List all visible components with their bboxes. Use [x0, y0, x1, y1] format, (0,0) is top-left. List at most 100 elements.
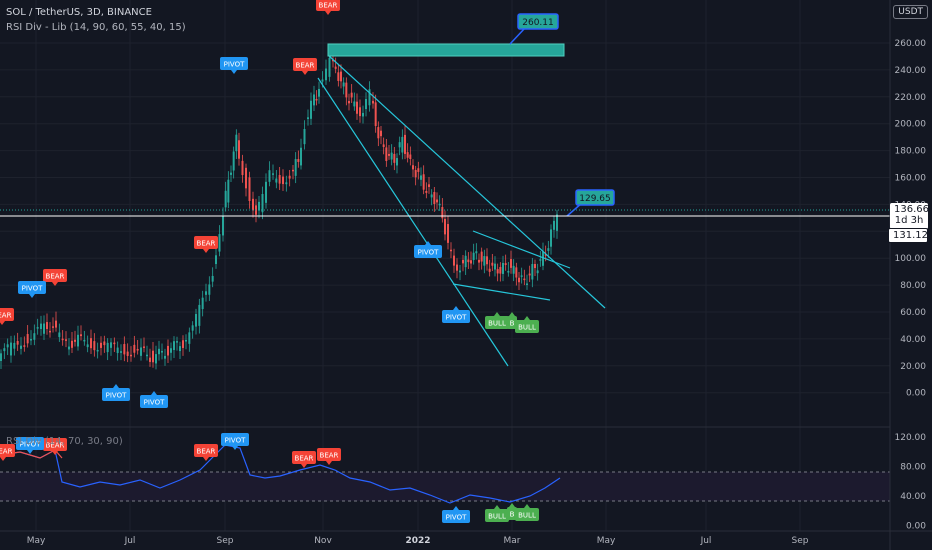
callout-current[interactable] [575, 189, 615, 206]
candle [307, 117, 309, 120]
price-tick: 80.00 [900, 281, 926, 291]
price-tick: 240.00 [895, 66, 927, 76]
candle [49, 330, 51, 333]
label-text: PIVOT [106, 392, 127, 400]
label-text: BEAR [296, 62, 315, 70]
candle [161, 350, 163, 353]
bull-label[interactable]: BULL [515, 504, 539, 521]
callout-high[interactable] [517, 13, 559, 30]
pivot-label[interactable]: PIVOT [18, 281, 46, 298]
bear-label[interactable]: BEAR [194, 236, 218, 253]
label-text: BULL [488, 513, 506, 521]
rsi-axis[interactable]: 120.00 80.00 40.00 0.00 [895, 433, 927, 532]
pivot-label[interactable]: PIVOT [442, 506, 470, 523]
candle [83, 339, 86, 342]
bull-short-label[interactable]: B [507, 503, 517, 520]
bear-label[interactable]: BEAR [0, 308, 14, 325]
candle [414, 170, 417, 178]
pivot-label[interactable]: PIVOT [220, 57, 248, 74]
price-tick: 20.00 [900, 362, 926, 372]
label-text: BEAR [46, 442, 65, 450]
signal-labels: BEARBEARBEARBEARBEARPIVOTPIVOTPIVOTPIVOT… [0, 0, 539, 523]
candle [388, 153, 390, 156]
candle [294, 159, 297, 176]
bear-label[interactable]: BEAR [43, 438, 67, 455]
candle [275, 178, 278, 183]
candle [58, 332, 61, 338]
candle [149, 357, 151, 362]
chart-title[interactable]: SOL / TetherUS, 3D, BINANCE [6, 7, 152, 18]
pivot-label[interactable]: PIVOT [102, 384, 130, 401]
pivot-label[interactable]: PIVOT [414, 241, 442, 258]
candle [303, 128, 306, 145]
currency-button[interactable]: USDT [893, 5, 928, 19]
bear-label[interactable]: BEAR [316, 0, 340, 15]
candle [350, 92, 353, 98]
bull-short-label[interactable]: B [507, 312, 517, 329]
candle [116, 347, 119, 354]
bear-label[interactable]: BEAR [194, 444, 218, 461]
label-text: BULL [518, 512, 536, 520]
pivot-label[interactable]: PIVOT [221, 433, 249, 450]
time-label: Jul [700, 536, 712, 546]
bear-label[interactable]: BEAR [0, 444, 15, 461]
bear-label[interactable]: BEAR [43, 269, 67, 286]
candle [16, 340, 19, 345]
candle [227, 179, 230, 203]
candle [248, 177, 251, 201]
candle [510, 259, 512, 268]
candle [30, 339, 32, 341]
candle [300, 147, 302, 166]
candle [245, 167, 247, 189]
bull-label[interactable]: BULL [485, 312, 509, 329]
candle [475, 251, 478, 254]
label-text: BEAR [319, 2, 338, 10]
pivot-label[interactable]: PIVOT [140, 391, 168, 408]
time-label: May [27, 536, 46, 546]
candle [380, 130, 382, 137]
candle [436, 199, 438, 203]
label-text: PIVOT [20, 441, 41, 449]
candle [483, 256, 486, 266]
candle [6, 344, 9, 348]
pivot-label[interactable]: PIVOT [442, 306, 470, 323]
rsi-tick: 120.00 [895, 433, 927, 443]
candle [396, 158, 398, 166]
time-axis[interactable]: May Jul Sep Nov 2022 Mar May Jul Sep [27, 536, 809, 546]
wedge-lower [452, 283, 551, 301]
candle [553, 220, 555, 230]
candle [222, 215, 224, 236]
pivot-label[interactable]: PIVOT [16, 437, 44, 454]
candle [36, 327, 39, 329]
label-text: BULL [488, 320, 506, 328]
bull-label[interactable]: BULL [485, 505, 509, 522]
candle [232, 151, 235, 171]
candle [252, 198, 254, 211]
candle [313, 94, 315, 106]
candle [444, 218, 446, 235]
last-price-value: 136.66 [894, 204, 929, 215]
indicator-legend[interactable]: RSI Div - Lib (14, 90, 60, 55, 40, 15) [6, 22, 186, 33]
rsi-tick: 80.00 [900, 463, 926, 473]
bear-label[interactable]: BEAR [317, 448, 341, 465]
bull-label[interactable]: BULL [515, 316, 539, 333]
candle [191, 325, 194, 331]
rsi-tick: 40.00 [900, 492, 926, 502]
candle [278, 175, 281, 184]
candle [359, 107, 361, 117]
candle [321, 79, 324, 82]
countdown-value: 1d 3h [894, 215, 924, 226]
candle [61, 338, 64, 341]
bear-label[interactable]: BEAR [292, 451, 316, 468]
candle [496, 269, 499, 274]
rsi-legend[interactable]: RSI Div (14, 70, 30, 90) [6, 436, 123, 447]
candle [528, 273, 531, 276]
candle [133, 344, 136, 353]
bear-label[interactable]: BEAR [293, 58, 317, 75]
target-zone[interactable] [327, 43, 565, 57]
candle [74, 339, 76, 342]
label-text: BULL [518, 324, 536, 332]
label-text: PIVOT [446, 314, 467, 322]
label-text: B [510, 511, 515, 519]
